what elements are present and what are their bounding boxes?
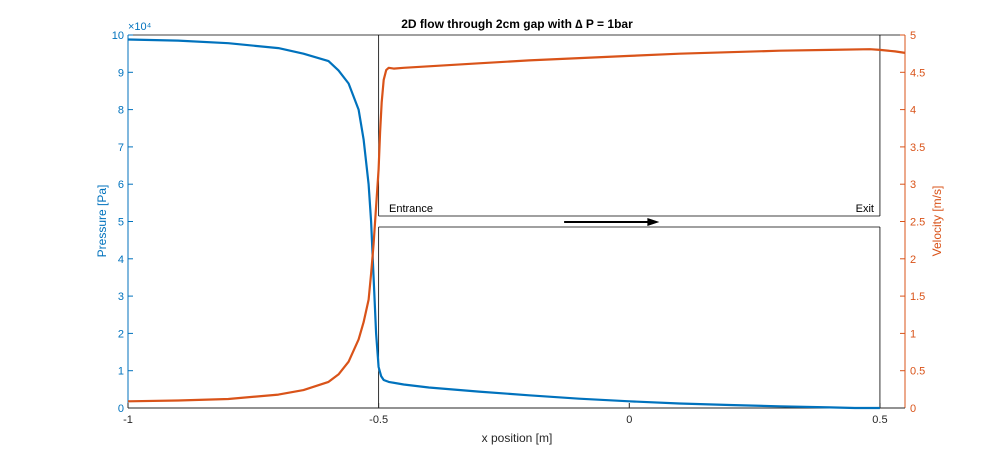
right-axis-tick-label: 4.5 <box>910 67 925 79</box>
flow-arrow-head <box>647 218 660 226</box>
right-axis-tick-label: 1 <box>910 328 916 340</box>
velocity-series-line <box>127 48 906 403</box>
left-axis-exponent: ×10⁴ <box>128 21 152 33</box>
left-axis-tick-label: 6 <box>118 179 124 191</box>
left-axis-tick-label: 7 <box>118 142 124 154</box>
left-axis-tick-label: 9 <box>118 67 124 79</box>
x-axis-label: x position [m] <box>482 431 553 445</box>
right-axis-tick-label: 1.5 <box>910 291 925 303</box>
left-axis-tick-label: 1 <box>118 366 124 378</box>
entrance-label: Entrance <box>389 203 433 215</box>
x-axis-tick-label: 0.5 <box>872 414 887 426</box>
chart-title: 2D flow through 2cm gap with ∆ P = 1bar <box>401 17 633 31</box>
right-axis-tick-label: 3.5 <box>910 142 925 154</box>
right-axis-label: Velocity [m/s] <box>930 186 944 257</box>
series-layer <box>127 38 906 410</box>
x-axis-tick-label: 0 <box>626 414 632 426</box>
left-axis-tick-label: 8 <box>118 105 124 117</box>
right-axis-tick-label: 2.5 <box>910 217 925 229</box>
left-axis-tick-label: 10 <box>112 30 124 42</box>
x-axis-tick-label: -0.5 <box>369 414 388 426</box>
channel-geometry <box>128 34 905 408</box>
left-axis-tick-label: 0 <box>118 403 124 415</box>
left-axis-tick-label: 5 <box>118 217 124 229</box>
x-axis-ticks: -1 -0.5 0 0.5 <box>123 403 905 426</box>
pressure-series-line <box>127 38 880 410</box>
left-axis-tick-label: 3 <box>118 291 124 303</box>
left-axis-tick-label: 4 <box>118 254 124 266</box>
right-axis-tick-label: 2 <box>910 254 916 266</box>
left-axis-label: Pressure [Pa] <box>95 185 109 258</box>
right-axis-tick-label: 0 <box>910 403 916 415</box>
left-axis-ticks: 0 1 2 3 4 5 6 7 8 9 10 <box>112 30 133 415</box>
right-axis-ticks: 0 0.5 1 1.5 2 2.5 3 3.5 4 4.5 5 <box>900 30 925 415</box>
right-axis-tick-label: 3 <box>910 179 916 191</box>
right-axis-tick-label: 0.5 <box>910 366 925 378</box>
left-axis-tick-label: 2 <box>118 328 124 340</box>
exit-label: Exit <box>856 203 874 215</box>
right-axis-tick-label: 5 <box>910 30 916 42</box>
right-axis-tick-label: 4 <box>910 105 916 117</box>
x-axis-tick-label: -1 <box>123 414 133 426</box>
